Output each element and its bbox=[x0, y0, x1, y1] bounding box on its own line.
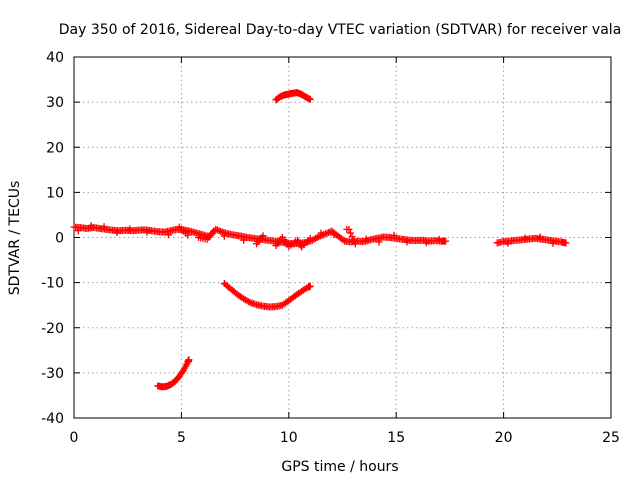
x-tick-label: 15 bbox=[387, 430, 405, 446]
data-point bbox=[422, 239, 430, 247]
data-point bbox=[315, 233, 323, 241]
data-point bbox=[323, 229, 331, 237]
data-point bbox=[74, 227, 82, 235]
x-tick-label: 0 bbox=[70, 430, 79, 446]
data-point bbox=[504, 239, 512, 247]
data-point bbox=[343, 225, 351, 233]
data-point bbox=[306, 95, 314, 103]
data-point bbox=[259, 232, 267, 240]
data-point bbox=[100, 223, 108, 231]
x-tick-label: 10 bbox=[280, 430, 298, 446]
x-tick-label: 5 bbox=[177, 430, 186, 446]
y-tick-label: 30 bbox=[46, 95, 64, 111]
y-tick-label: -10 bbox=[41, 276, 64, 292]
data-point bbox=[213, 226, 221, 234]
data-point bbox=[330, 231, 338, 239]
chart-title: Day 350 of 2016, Sidereal Day-to-day VTE… bbox=[59, 22, 622, 38]
y-tick-label: 10 bbox=[46, 185, 64, 201]
data-point bbox=[165, 231, 173, 239]
data-point bbox=[87, 222, 95, 230]
data-point bbox=[521, 234, 529, 242]
data-point bbox=[549, 239, 557, 247]
y-tick-label: 0 bbox=[55, 231, 64, 247]
y-axis-label: SDTVAR / TECUs bbox=[7, 181, 23, 296]
x-tick-label: 25 bbox=[602, 430, 620, 446]
series-lower-arc bbox=[220, 280, 314, 311]
data-point bbox=[245, 298, 253, 306]
series-upper-arc bbox=[272, 89, 314, 104]
data-point bbox=[390, 231, 398, 239]
data-point bbox=[306, 234, 314, 242]
data-point bbox=[435, 235, 443, 243]
data-point bbox=[113, 229, 121, 237]
data-point bbox=[313, 234, 321, 241]
y-tick-label: 40 bbox=[46, 50, 64, 66]
y-tick-label: 20 bbox=[46, 140, 64, 156]
data-points bbox=[70, 89, 570, 391]
data-point bbox=[126, 225, 134, 233]
data-point bbox=[536, 233, 544, 241]
data-point bbox=[562, 239, 570, 247]
data-point bbox=[220, 232, 228, 240]
data-point bbox=[339, 236, 347, 244]
data-point bbox=[375, 238, 383, 246]
data-point bbox=[351, 240, 359, 248]
y-tick-label: -20 bbox=[41, 321, 64, 337]
y-tick-labels: -40 -30 -20 -10 0 10 20 30 40 bbox=[41, 50, 64, 427]
data-point bbox=[306, 282, 314, 290]
data-point bbox=[347, 229, 355, 237]
data-point bbox=[240, 236, 248, 244]
series-outlier bbox=[343, 225, 351, 233]
data-point bbox=[210, 227, 218, 235]
data-point bbox=[317, 229, 325, 237]
data-point bbox=[185, 356, 193, 364]
data-point bbox=[348, 233, 356, 241]
axis-ticks bbox=[73, 56, 612, 419]
data-point bbox=[217, 227, 225, 235]
data-point bbox=[403, 238, 411, 246]
x-tick-label: 20 bbox=[495, 430, 513, 446]
y-tick-label: -40 bbox=[41, 411, 64, 427]
data-point bbox=[321, 230, 329, 238]
x-axis-label: GPS time / hours bbox=[281, 459, 398, 475]
data-point bbox=[178, 368, 186, 376]
series-bottom-arc bbox=[154, 356, 193, 391]
data-point bbox=[350, 236, 358, 244]
data-point bbox=[184, 231, 192, 239]
data-point bbox=[143, 228, 151, 236]
y-tick-label: -30 bbox=[41, 366, 64, 382]
series-late-track bbox=[493, 233, 570, 247]
x-tick-labels: 0 5 10 15 20 25 bbox=[70, 430, 620, 446]
data-point bbox=[442, 237, 450, 245]
data-point bbox=[362, 235, 370, 243]
